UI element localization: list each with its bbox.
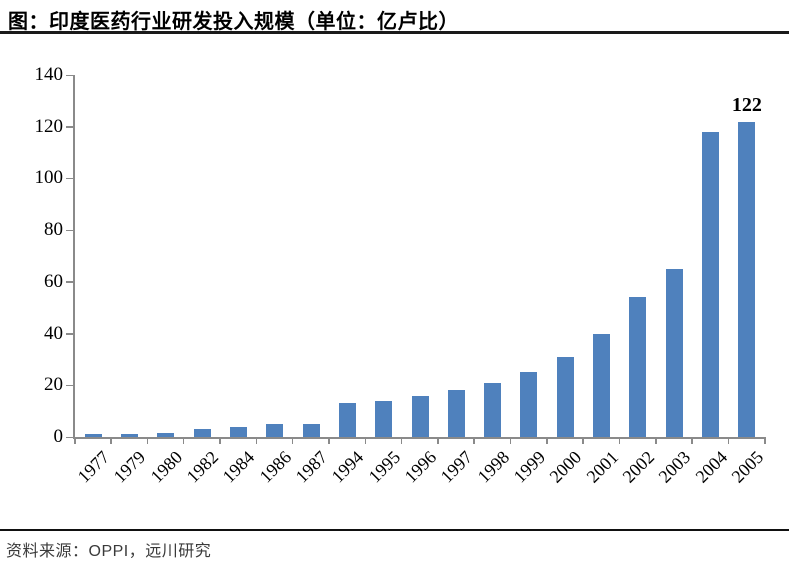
y-tick-label: 80 <box>44 219 63 241</box>
x-tick-mark <box>546 439 548 444</box>
x-tick-label: 1982 <box>182 447 223 487</box>
x-tick-label: 1998 <box>473 447 513 487</box>
bar-2003 <box>665 268 683 437</box>
x-tick-mark <box>582 439 584 444</box>
bar-2004 <box>702 131 720 437</box>
x-tick-label: 1997 <box>436 447 477 487</box>
y-tick-mark <box>66 384 73 387</box>
y-tick-label: 140 <box>34 64 64 85</box>
footer-divider <box>0 529 789 531</box>
x-tick-mark <box>291 439 294 444</box>
x-tick-label: 1979 <box>110 447 150 487</box>
max-value-label: 122 <box>731 93 762 116</box>
x-tick-mark <box>473 439 475 444</box>
x-tick-mark <box>255 439 258 444</box>
chart-title: 图：印度医药行业研发投入规模（单位：亿卢比） <box>8 11 459 33</box>
x-tick-label: 2005 <box>727 447 767 487</box>
x-tick-label: 2004 <box>691 447 731 487</box>
x-tick-mark <box>364 439 367 444</box>
bar-1984 <box>229 426 247 437</box>
x-tick-mark <box>691 439 693 444</box>
y-tick-mark <box>66 126 73 128</box>
y-tick-mark <box>66 229 73 232</box>
x-tick-mark <box>618 439 621 444</box>
x-tick-mark <box>400 439 403 444</box>
bar-1987 <box>302 424 320 437</box>
x-tick-label: 1977 <box>73 447 114 487</box>
source-note: 资料来源：OPPI，远川研究 <box>6 543 212 560</box>
bar-1995 <box>375 400 393 437</box>
x-tick-label: 1996 <box>400 447 441 487</box>
y-tick-label: 60 <box>44 270 63 292</box>
bar-chart: 0 20 40 60 80 100 120 140 1977 1979 1980 1982 1984 19… <box>0 34 789 524</box>
x-tick-label: 1980 <box>146 447 186 487</box>
x-tick-mark <box>328 439 330 444</box>
x-tick-label: 1984 <box>218 447 259 487</box>
bar-1999 <box>520 372 538 437</box>
bar-1980 <box>157 433 175 437</box>
x-tick-mark <box>219 439 221 444</box>
y-tick-label: 0 <box>53 426 64 447</box>
x-tick-label: 1999 <box>509 447 550 487</box>
y-tick-label: 100 <box>34 167 64 189</box>
bar-1997 <box>447 390 465 437</box>
x-axis-line <box>73 437 766 439</box>
x-tick-mark <box>437 439 439 444</box>
x-tick-mark <box>110 439 112 444</box>
y-tick-mark <box>66 333 73 335</box>
x-tick-mark <box>655 439 657 444</box>
x-tick-label: 2000 <box>545 447 586 487</box>
bar-1998 <box>484 382 502 437</box>
x-tick-label: 1995 <box>364 447 404 487</box>
x-tick-mark <box>727 439 730 444</box>
bar-2002 <box>629 297 647 437</box>
bar-1979 <box>120 434 138 437</box>
x-tick-mark <box>509 439 512 444</box>
y-tick-mark <box>66 436 73 438</box>
bar-1996 <box>411 395 429 437</box>
x-tick-label: 2003 <box>654 447 695 487</box>
y-axis-line <box>73 75 75 439</box>
x-tick-mark <box>146 439 149 444</box>
y-tick-label: 40 <box>44 322 63 344</box>
bar-2000 <box>556 356 574 437</box>
x-tick-mark <box>74 439 76 444</box>
x-tick-label: 1994 <box>327 447 368 487</box>
y-tick-mark <box>66 74 73 76</box>
x-tick-label: 1987 <box>291 447 332 487</box>
bar-1982 <box>193 429 211 437</box>
x-tick-mark <box>182 439 185 444</box>
title-underline <box>0 31 789 34</box>
bar-2005 <box>738 121 756 437</box>
bar-1986 <box>266 424 284 437</box>
bar-1994 <box>338 403 356 437</box>
x-tick-label: 1986 <box>255 447 295 487</box>
y-tick-label: 120 <box>34 115 64 137</box>
x-tick-label: 2002 <box>618 447 659 487</box>
x-tick-mark <box>764 439 766 444</box>
y-tick-mark <box>66 281 73 283</box>
y-tick-label: 20 <box>44 374 63 396</box>
bar-1977 <box>84 434 102 437</box>
x-tick-label: 2001 <box>582 447 622 487</box>
y-tick-mark <box>66 177 73 180</box>
bar-2001 <box>593 333 611 437</box>
